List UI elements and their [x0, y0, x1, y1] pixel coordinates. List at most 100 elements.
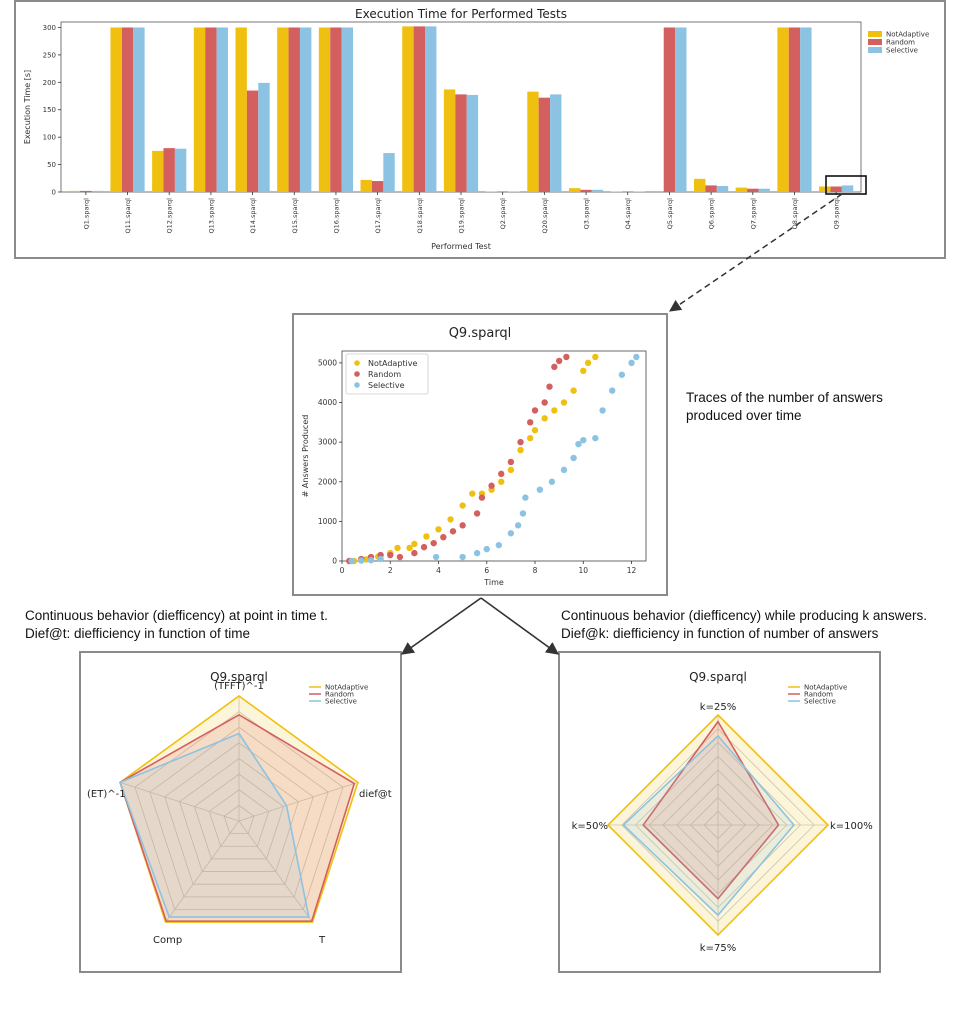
bar-random-q16-sparql	[330, 27, 342, 192]
scatter-x-tick-label: 0	[340, 566, 345, 575]
scatter-point-notadaptive	[469, 490, 476, 497]
radar-diefk-series-selective	[622, 734, 795, 917]
bar-notadaptive-q20-sparql	[527, 91, 539, 192]
scatter-point-notadaptive	[570, 387, 577, 394]
radar-diefk-axis-label-k-75: k=75%	[700, 943, 736, 954]
scatter-point-notadaptive	[580, 367, 587, 375]
bar-notadaptive-q2-sparql	[485, 191, 497, 192]
bar-random-q12-sparql	[163, 148, 175, 192]
bar-y-tick-label: 150	[43, 106, 56, 114]
scatter-point-random	[396, 553, 404, 561]
scatter-point-random	[420, 543, 428, 551]
bar-x-tick-label: Q7.sparql	[749, 198, 757, 229]
bar-x-tick-label: Q5.sparql	[666, 198, 674, 229]
bar-y-tick-label: 50	[47, 161, 56, 169]
scatter-point-selective	[570, 454, 577, 462]
bar-notadaptive-q8-sparql	[777, 27, 789, 192]
scatter-point-selective	[459, 553, 466, 561]
scatter-point-notadaptive	[447, 516, 454, 523]
bar-selective-q5-sparql	[675, 27, 687, 192]
scatter-point-notadaptive	[531, 427, 539, 434]
bar-x-tick-label: Q4.sparql	[624, 198, 632, 229]
scatter-point-notadaptive	[517, 446, 524, 454]
bar-x-axis-label: Performed Test	[431, 242, 491, 251]
scatter-point-selective	[377, 555, 384, 563]
scatter-point-random	[449, 528, 457, 535]
dieft-caption: Continuous behavior (diefficency) at poi…	[25, 607, 445, 643]
scatter-point-selective	[514, 522, 522, 529]
scatter-point-random	[440, 534, 447, 541]
bar-x-tick-label: Q19.sparql	[458, 198, 466, 234]
bar-random-q18-sparql	[413, 26, 426, 192]
radar-chart-dieft: Q9.sparql(TFFT)^-1 dief@t T Comp (ET)^-1 NotA…	[87, 670, 392, 946]
scatter-point-random	[546, 383, 553, 390]
bar-y-tick-label: 250	[43, 51, 56, 59]
bar-random-q6-sparql	[705, 185, 717, 192]
radar-diefk-axis-label-k-25: k=25%	[700, 702, 736, 713]
bar-selective-q18-sparql	[425, 26, 437, 192]
bar-selective-q14-sparql	[258, 82, 270, 192]
scatter-point-selective	[522, 494, 529, 501]
scatter-y-tick-label: 5000	[318, 358, 337, 367]
scatter-y-tick-label: 2000	[318, 477, 337, 486]
diefk-caption-line-1: Continuous behavior (diefficency) while …	[561, 608, 927, 623]
bar-selective-q13-sparql	[216, 27, 228, 192]
dieft-caption-line-1: Continuous behavior (diefficency) at poi…	[25, 608, 328, 623]
scatter-point-selective	[473, 549, 481, 557]
scatter-title: Q9.sparql	[449, 326, 512, 341]
bar-y-tick-label: 300	[43, 24, 56, 32]
scatter-x-tick-label: 10	[578, 566, 588, 575]
radar-dieft-axis-label-dief-t: dief@t	[359, 789, 392, 800]
bar-legend-label-notadaptive: NotAdaptive	[886, 31, 929, 39]
bar-x-tick-label: Q1.sparql	[82, 198, 90, 229]
radar-dieft-grid-ring	[134, 711, 344, 910]
scatter-chart-panel: Q9.sparql 0 2 4 6 8 10 12 0 1000 2000 3000 4000 5000 T…	[292, 313, 668, 596]
bar-random-q13-sparql	[205, 27, 217, 192]
radar-dieft-panel: Q9.sparql (TFFT)^-1 dief@t T Comp (ET)^-1 NotA…	[79, 651, 402, 973]
scatter-point-random	[541, 399, 548, 406]
diefk-caption-line-2: Dief@k: diefficiency in function of numb…	[561, 626, 879, 641]
scatter-x-axis-label: Time	[483, 578, 504, 587]
traces-caption-line-2: produced over time	[686, 408, 802, 423]
bar-legend-swatch-selective	[868, 47, 882, 53]
bar-legend-label-random: Random	[886, 39, 915, 47]
diefk-caption: Continuous behavior (diefficency) while …	[561, 607, 957, 643]
scatter-point-notadaptive	[423, 533, 430, 540]
bar-x-tick-label: Q3.sparql	[583, 198, 591, 229]
bar-x-tick-label: Q14.sparql	[249, 198, 257, 234]
scatter-point-random	[531, 407, 539, 414]
scatter-point-notadaptive	[498, 478, 505, 485]
scatter-point-random	[430, 539, 437, 547]
bar-x-tick-label: Q11.sparql	[124, 198, 132, 234]
bar-random-q17-sparql	[371, 181, 384, 192]
scatter-point-random	[526, 419, 534, 426]
bar-y-tick-label: 100	[43, 134, 56, 142]
scatter-point-selective	[367, 557, 375, 564]
scatter-point-notadaptive	[526, 434, 534, 442]
bar-selective-q4-sparql	[633, 191, 645, 192]
radar-dieft-legend-label-selective: Selective	[325, 698, 357, 706]
radar-diefk-series-notadaptive	[606, 713, 830, 937]
scatter-point-notadaptive	[541, 415, 548, 422]
bar-x-tick-label: Q9.sparql	[833, 198, 841, 229]
bar-x-tick-label: Q2.sparql	[499, 198, 507, 229]
bar-notadaptive-q15-sparql	[277, 27, 289, 192]
scatter-point-notadaptive	[394, 544, 401, 552]
scatter-legend-marker-selective	[354, 382, 360, 388]
bar-notadaptive-q18-sparql	[402, 26, 414, 192]
bar-selective-q15-sparql	[299, 27, 312, 192]
radar-dieft-grid-ring	[179, 758, 299, 872]
bar-x-tick-label: Q18.sparql	[416, 198, 424, 234]
scatter-point-selective	[609, 387, 616, 394]
radar-diefk-legend-label-selective: Selective	[804, 698, 836, 706]
scatter-point-selective	[560, 466, 568, 474]
arrow-to-diefk	[480, 597, 560, 655]
scatter-legend-label-notadaptive: NotAdaptive	[368, 359, 418, 368]
bar-selective-q7-sparql	[758, 188, 770, 192]
bar-random-q14-sparql	[246, 90, 259, 192]
bar-notadaptive-q1-sparql	[68, 190, 81, 192]
scatter-point-selective	[358, 557, 365, 564]
scatter-y-axis-label: # Answers Produced	[301, 415, 310, 498]
bar-selective-q6-sparql	[716, 185, 729, 192]
radar-dieft-series-selective	[119, 732, 310, 918]
